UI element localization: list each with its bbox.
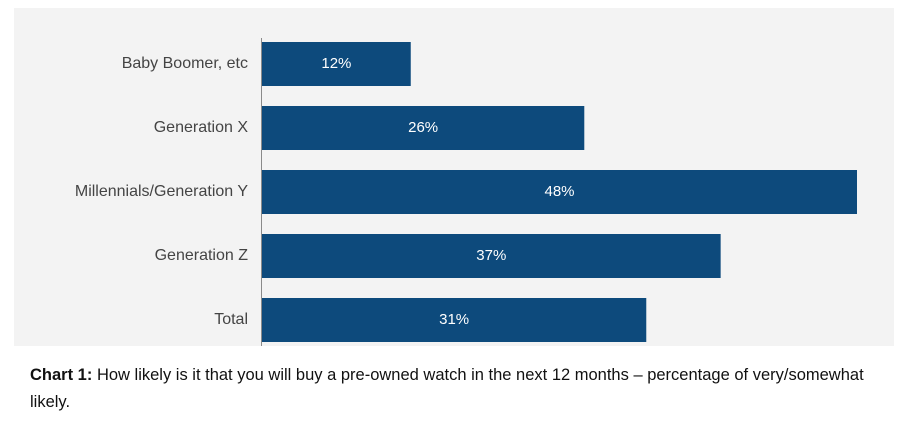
- value-label-generation-z: 37%: [476, 247, 506, 264]
- value-label-generation-x: 26%: [408, 119, 438, 136]
- chart-caption: Chart 1: How likely is it that you will …: [30, 362, 880, 416]
- category-label-total: Total: [214, 311, 248, 328]
- caption-prefix: Chart 1:: [30, 366, 93, 384]
- bars-group: Baby Boomer, etc 12% Generation X 26% Millen…: [75, 42, 857, 342]
- bar-total: [262, 298, 647, 342]
- category-label-generation-z: Generation Z: [155, 247, 249, 264]
- value-label-total: 31%: [439, 311, 469, 328]
- bar-generation-z: [262, 234, 721, 278]
- category-label-generation-x: Generation X: [154, 119, 249, 136]
- value-label-millennials-generation-y: 48%: [544, 183, 574, 200]
- bar-generation-x: [262, 106, 585, 150]
- bar-baby-boomer-etc: [262, 42, 411, 86]
- bar-chart: Baby Boomer, etc 12% Generation X 26% Millen…: [75, 38, 857, 346]
- category-label-baby-boomer-etc: Baby Boomer, etc: [122, 55, 248, 72]
- bar-millennials-generation-y: [262, 170, 857, 214]
- caption-text: How likely is it that you will buy a pre…: [30, 366, 864, 411]
- category-label-millennials-generation-y: Millennials/Generation Y: [75, 183, 248, 200]
- value-label-baby-boomer-etc: 12%: [321, 55, 351, 72]
- chart-panel: Baby Boomer, etc 12% Generation X 26% Millen…: [14, 8, 894, 346]
